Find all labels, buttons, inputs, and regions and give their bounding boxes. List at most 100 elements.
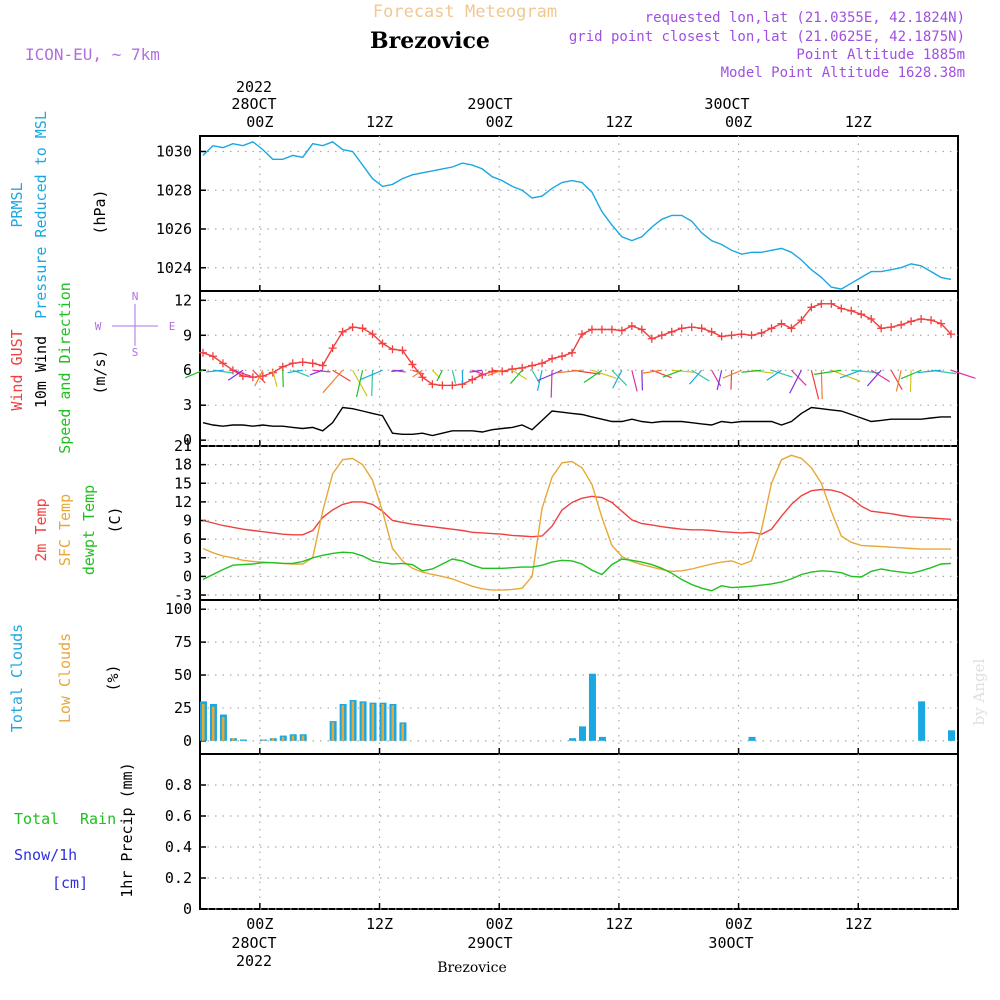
wind-speed-line [202,406,951,437]
compass-n: N [132,290,139,303]
wind-barb-10 [287,369,303,374]
label-precip-unit: 1hr Precip (mm) [118,762,136,897]
wind-barb-74 [917,369,942,374]
gust-marker-45 [647,334,656,343]
cloud-low-bar-8 [281,736,285,741]
gust-marker-21 [408,360,417,369]
gust-marker-42 [617,326,626,335]
gust-marker-8 [278,362,287,371]
gust-marker-33 [528,361,537,370]
wind-barb-69 [890,369,903,390]
point-altitude: Point Altitude 1885m [796,47,965,63]
wind-gust-line [202,303,952,387]
gust-marker-61 [807,303,816,312]
wind-barb-64 [814,369,842,375]
wind-barb-12 [309,369,323,376]
wind-barb-16 [355,370,364,398]
gust-marker-46 [657,331,666,340]
wind-barb-52 [716,370,723,391]
top-hour-0: 00Z [246,113,273,131]
cloud-total-bar-40 [598,736,606,741]
top-day-1: 28OCT [231,95,276,113]
wind-barb-53 [730,370,733,390]
ytick-label-precip-4: 0.8 [165,776,192,794]
wind-barb-21 [412,369,425,375]
label-total: Total [14,810,59,828]
cloud-low-bar-14 [341,705,345,741]
cloud-low-bar-18 [381,703,385,741]
compass-w: W [95,320,102,333]
wind-barb-70 [895,370,902,392]
forecast-title: Forecast Meteogram [373,2,557,22]
gust-marker-63 [827,299,836,308]
gust-marker-68 [877,324,886,333]
cloud-low-bar-7 [271,738,275,741]
cloud-low-bar-3 [231,738,235,741]
bottom-hour-1: 12Z [366,915,393,933]
gust-marker-24 [438,381,447,390]
temp-2m-line [202,488,952,538]
wind-barb-33 [531,369,540,384]
top-day-2: 29OCT [467,95,512,113]
gust-marker-5 [248,373,257,382]
ytick-label-clouds-2: 50 [174,666,192,684]
compass-s: S [132,346,139,359]
gust-marker-35 [548,354,557,363]
footer-station: Brezovice [437,960,507,976]
wind-barb-25 [451,370,457,384]
wind-barb-42 [612,369,623,389]
cloud-total-bar-38 [578,726,586,741]
gust-marker-71 [907,317,916,326]
prmsl-line [202,141,952,290]
panel-frame-precip [199,753,959,910]
gust-marker-60 [797,316,806,325]
cloud-low-bar-10 [301,735,305,741]
label-speed-direction: Speed and Direction [56,282,74,454]
top-day-3: 30OCT [704,95,749,113]
wind-barb-68 [866,369,882,387]
ytick-label-wind-0: 0 [183,431,192,449]
wind-barb-46 [641,369,662,374]
grid-point-coords: grid point closest lon,lat (21.0625E, 42… [569,29,965,45]
gust-marker-10 [298,358,307,367]
wind-barb-0 [184,369,204,379]
ytick-label-temp-7: 18 [174,456,192,474]
bottom-day-1: 28OCT [231,934,276,952]
gust-marker-67 [867,314,876,323]
ytick-label-temp-1: 0 [183,567,192,585]
gust-marker-12 [318,361,327,370]
gust-marker-69 [887,323,896,332]
compass-e: E [169,320,176,333]
gust-marker-65 [847,306,856,315]
wind-barb-41 [611,369,628,386]
ytick-label-temp-8: 21 [174,437,192,455]
gust-marker-0 [198,348,207,357]
wind-barb-72 [900,369,922,380]
label-snow-unit: [cm] [52,874,88,892]
wind-barb-67 [870,369,891,383]
wind-barb-32 [509,369,523,384]
gust-marker-53 [727,331,736,340]
gust-marker-18 [378,339,387,348]
ytick-label-pressure-3: 1030 [156,143,192,161]
gust-marker-38 [577,330,586,339]
cloud-low-bar-19 [391,705,394,741]
station-title: Brezovice [370,28,490,54]
wind-barb-49 [691,369,710,382]
wind-barb-60 [789,369,802,394]
gust-marker-75 [947,330,956,339]
cloud-low-bar-0 [201,703,205,741]
ytick-label-clouds-3: 75 [174,633,192,651]
ytick-label-wind-3: 9 [183,326,192,344]
wind-barb-58 [766,369,782,381]
top-hour-1: 12Z [366,113,393,131]
label-pressure-unit: (hPa) [91,189,109,234]
wind-barb-54 [722,369,742,379]
wind-barb-7 [272,370,278,387]
gust-marker-52 [717,332,726,341]
gust-marker-39 [587,325,596,334]
ytick-label-pressure-0: 1024 [156,259,192,277]
ytick-label-temp-2: 3 [183,549,192,567]
ytick-label-precip-1: 0.2 [165,869,192,887]
